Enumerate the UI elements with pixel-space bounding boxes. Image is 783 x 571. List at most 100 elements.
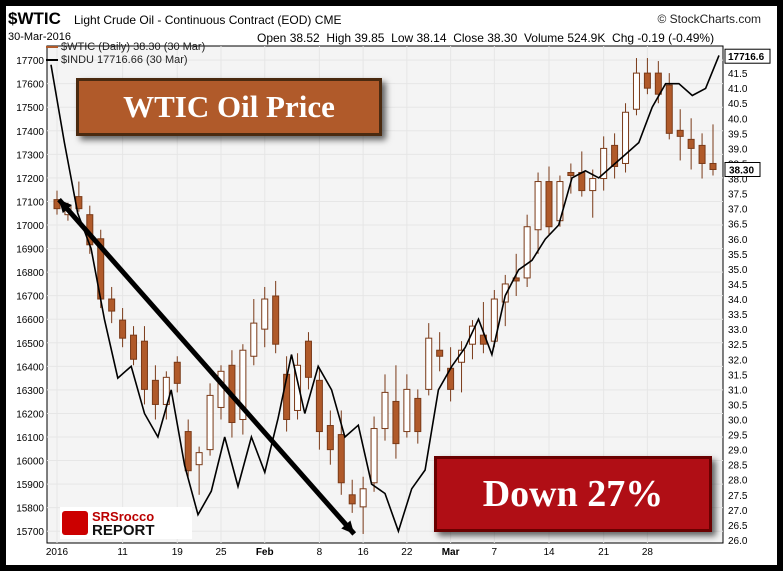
logo-line2: REPORT — [92, 522, 155, 539]
left-tick-label: 16900 — [16, 245, 44, 256]
left-tick-label: 17700 — [16, 56, 44, 67]
candle-body — [545, 181, 553, 228]
candle-body — [250, 322, 258, 357]
candle-body — [272, 295, 280, 345]
right-tick-label: 37.5 — [728, 190, 748, 201]
left-tick-label: 17400 — [16, 127, 44, 138]
candle-body — [534, 181, 542, 231]
left-tick-label: 17000 — [16, 221, 44, 232]
left-tick-label: 16300 — [16, 386, 44, 397]
candle-body — [119, 319, 127, 339]
x-tick-label: 16 — [358, 547, 370, 558]
right-tick-label: 39.0 — [728, 144, 748, 155]
candle-body — [326, 425, 334, 451]
left-tick-label: 15700 — [16, 527, 44, 538]
left-tick-label: 15900 — [16, 480, 44, 491]
right-tick-label: 31.5 — [728, 370, 748, 381]
candle-body — [261, 298, 269, 330]
right-tick-label: 39.5 — [728, 129, 748, 140]
chg-value: -0.19 (-0.49%) — [637, 31, 715, 45]
left-tick-label: 17500 — [16, 103, 44, 114]
indu-series-line — [50, 55, 720, 534]
candle-body — [632, 72, 640, 110]
right-tick-label: 31.0 — [728, 385, 748, 396]
candle-body — [239, 349, 247, 421]
description-text: Light Crude Oil - Continuous Contract (E… — [74, 13, 312, 27]
x-tick-label: 19 — [172, 547, 184, 558]
candle-body — [315, 379, 323, 433]
candle-body — [468, 325, 476, 345]
right-tick-label: 35.5 — [728, 250, 748, 261]
candle-body — [523, 226, 531, 279]
candle-body — [698, 144, 706, 164]
candle-body — [140, 340, 148, 390]
left-tick-label: 16100 — [16, 433, 44, 444]
left-tick-label: 16800 — [16, 268, 44, 279]
high-label: High — [326, 31, 352, 45]
close-value: 38.30 — [487, 31, 518, 45]
legend-swatch-indu — [46, 59, 58, 62]
right-tick-label: 26.0 — [728, 536, 748, 547]
right-tick-label: 28.0 — [728, 476, 748, 487]
candle-body — [654, 72, 662, 95]
left-tick-label: 17600 — [16, 80, 44, 91]
right-tick-label: 36.5 — [728, 220, 748, 231]
candle-body — [217, 370, 225, 408]
right-tick-label: 38.0 — [728, 175, 748, 186]
right-tick-label: 41.0 — [728, 84, 748, 95]
left-tick-label: 17300 — [16, 150, 44, 161]
candle-body — [425, 337, 433, 390]
left-tick-label: 16500 — [16, 339, 44, 350]
arrow-head-end — [341, 520, 355, 534]
right-tick-label: 34.5 — [728, 280, 748, 291]
x-tick-label: Mar — [442, 547, 460, 558]
logo-line1: SRSrocco — [92, 509, 155, 524]
right-tick-label: 33.0 — [728, 325, 748, 336]
candle-body — [643, 72, 651, 89]
candle-body — [195, 452, 203, 466]
open-label: Open — [257, 31, 287, 45]
candle-body — [381, 391, 389, 430]
right-tick-label: 30.0 — [728, 416, 748, 427]
x-tick-label: 14 — [543, 547, 555, 558]
candle-body — [392, 400, 400, 445]
legend-swatch-wtic — [46, 46, 58, 49]
indu-last-tag-box — [724, 48, 771, 64]
candle-body — [567, 172, 575, 177]
candle-body — [337, 434, 345, 484]
candle-body — [687, 138, 695, 149]
right-tick-label: 27.0 — [728, 506, 748, 517]
right-tick-label: 32.5 — [728, 340, 748, 351]
ohlc-readout: Open 38.52 High 39.85 Low 38.14 Close 38… — [257, 31, 714, 45]
left-tick-label: 15800 — [16, 504, 44, 515]
srsrocco-logo: SRSrocco REPORT — [60, 507, 192, 539]
candle-body — [173, 361, 181, 384]
left-tick-label: 16600 — [16, 315, 44, 326]
candle-body — [622, 111, 630, 164]
candle-body — [436, 349, 444, 357]
x-tick-label: 8 — [317, 547, 323, 558]
arrow-head-start — [59, 199, 72, 214]
decline-arrow — [57, 197, 357, 536]
left-tick-label: 16700 — [16, 292, 44, 303]
left-tick-label: 17200 — [16, 174, 44, 185]
last-price-tag: 38.30 — [729, 165, 754, 176]
candle-body — [184, 431, 192, 472]
right-tick-label: 41.5 — [728, 69, 748, 80]
right-tick-label: 36.0 — [728, 235, 748, 246]
x-tick-label: 2016 — [46, 547, 69, 558]
x-tick-label: 7 — [492, 547, 498, 558]
chg-label: Chg — [612, 31, 635, 45]
legend-wtic-text: $WTIC (Daily) 38.30 (30 Mar) — [61, 41, 206, 53]
candle-body — [403, 388, 411, 433]
candle-body — [611, 144, 619, 167]
candle-body — [414, 397, 422, 433]
right-tick-label: 35.0 — [728, 265, 748, 276]
right-tick-label: 29.0 — [728, 446, 748, 457]
candle-body — [348, 494, 356, 505]
candle-body — [600, 147, 608, 180]
right-tick-label: 33.5 — [728, 310, 748, 321]
low-value: 38.14 — [416, 31, 447, 45]
low-label: Low — [391, 31, 414, 45]
